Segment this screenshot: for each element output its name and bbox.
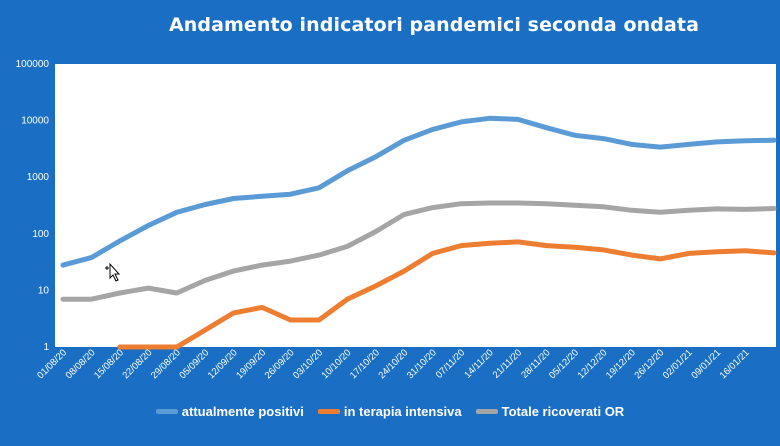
x-tick-label: 15/08/20 xyxy=(92,347,126,381)
legend-item: in terapia intensiva xyxy=(317,404,462,419)
legend-label: Totale ricoverati OR xyxy=(501,404,625,419)
plot-area xyxy=(55,64,776,347)
x-tick-label: 19/09/20 xyxy=(234,347,268,381)
x-tick-label: 07/11/20 xyxy=(434,347,467,380)
legend-swatch xyxy=(475,409,498,414)
x-tick-label: 16/01/21 xyxy=(718,347,752,381)
series-line-1 xyxy=(117,239,777,350)
x-tick-label: 21/11/20 xyxy=(491,347,524,380)
x-axis: 01/08/2008/08/2015/08/2022/08/2029/08/20… xyxy=(35,347,751,381)
series-lines xyxy=(60,115,777,350)
y-axis: 1 10 100 1000 10000 100000 xyxy=(16,59,50,353)
x-tick-label: 26/12/20 xyxy=(632,347,666,381)
legend-swatch xyxy=(155,409,178,414)
move-cursor-icon xyxy=(105,262,121,282)
x-tick-label: 31/10/20 xyxy=(405,347,439,381)
y-tick-label: 100000 xyxy=(16,59,50,70)
x-tick-label: 26/09/20 xyxy=(263,347,297,381)
x-tick-label: 29/08/20 xyxy=(149,347,183,381)
series-line-0 xyxy=(60,115,777,268)
x-tick-label: 02/01/21 xyxy=(661,347,695,381)
x-tick-label: 14/11/20 xyxy=(462,347,495,380)
y-tick-label: 10000 xyxy=(21,116,49,127)
legend: attualmente positivi in terapia intensiva… xyxy=(0,404,780,419)
y-tick-label: 1 xyxy=(43,342,49,353)
chart-title: Andamento indicatori pandemici seconda o… xyxy=(168,14,700,36)
x-tick-label: 28/11/20 xyxy=(519,347,552,380)
y-tick-label: 10 xyxy=(38,285,50,296)
series-line-2 xyxy=(60,200,777,302)
y-tick-label: 100 xyxy=(32,229,49,240)
legend-item: Totale ricoverati OR xyxy=(475,404,625,419)
x-tick-label: 12/12/20 xyxy=(576,347,610,381)
x-tick-label: 12/09/20 xyxy=(206,347,240,381)
x-tick-label: 22/08/20 xyxy=(121,347,155,381)
x-tick-label: 05/12/20 xyxy=(547,347,581,381)
x-tick-label: 05/09/20 xyxy=(177,347,211,381)
x-tick-label: 19/12/20 xyxy=(604,347,638,381)
legend-swatch xyxy=(317,409,340,414)
x-tick-label: 10/10/20 xyxy=(320,347,354,381)
legend-item: attualmente positivi xyxy=(155,404,304,419)
legend-label: in terapia intensiva xyxy=(343,404,462,419)
x-tick-label: 08/08/20 xyxy=(64,347,98,381)
y-tick-label: 1000 xyxy=(27,172,50,183)
x-tick-label: 17/10/20 xyxy=(348,347,382,381)
x-tick-label: 09/01/21 xyxy=(689,347,723,381)
legend-label: attualmente positivi xyxy=(181,404,304,419)
x-tick-label: 03/10/20 xyxy=(291,347,325,381)
x-tick-label: 24/10/20 xyxy=(376,347,410,381)
x-tick-label: 01/08/20 xyxy=(35,347,69,381)
